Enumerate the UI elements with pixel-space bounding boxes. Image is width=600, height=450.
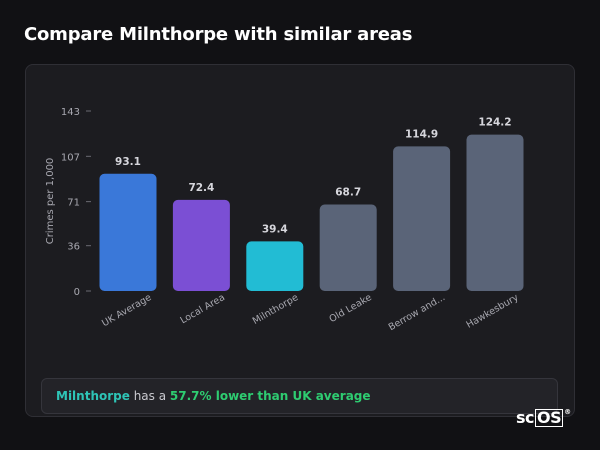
summary-area-name: Milnthorpe bbox=[56, 389, 130, 403]
chart-card: Crimes per 1,000 0 36 71 107 143 93.1 UK Averag… bbox=[25, 64, 575, 417]
bar bbox=[99, 173, 157, 291]
x-tick-label: Hawkesbury bbox=[465, 292, 521, 331]
bar bbox=[319, 204, 377, 291]
bar-value-label: 93.1 bbox=[115, 156, 141, 168]
bar bbox=[466, 134, 524, 291]
summary-stat: 57.7% lower than UK average bbox=[169, 389, 371, 403]
y-tick-label: 0 bbox=[74, 287, 80, 298]
brand-logo: sc OS ® bbox=[516, 408, 571, 427]
bar-chart: Crimes per 1,000 0 36 71 107 143 93.1 UK Averag… bbox=[45, 107, 524, 333]
logo-box: OS bbox=[535, 408, 564, 427]
y-tick-label: 143 bbox=[61, 107, 80, 118]
y-axis-label: Crimes per 1,000 bbox=[45, 158, 56, 245]
bar-value-label: 39.4 bbox=[262, 223, 288, 235]
x-tick-label: UK Average bbox=[100, 292, 153, 329]
bar-value-label: 114.9 bbox=[405, 128, 438, 140]
x-tick-label: Milnthorpe bbox=[251, 292, 301, 327]
comparison-summary: Milnthorpe has a 57.7% lower than UK ave… bbox=[41, 378, 558, 414]
bar bbox=[246, 241, 304, 291]
bar bbox=[172, 199, 230, 291]
bar-value-label: 124.2 bbox=[478, 117, 511, 129]
x-tick-label: Old Leake bbox=[328, 292, 374, 325]
summary-text: has a bbox=[129, 389, 170, 403]
bar-value-label: 72.4 bbox=[188, 182, 214, 194]
logo-prefix: sc bbox=[516, 408, 535, 427]
y-tick-label: 36 bbox=[67, 242, 80, 253]
y-tick-label: 107 bbox=[61, 152, 80, 163]
y-tick-label: 71 bbox=[67, 198, 80, 209]
bar bbox=[393, 146, 451, 291]
x-tick-label: Berrow and... bbox=[387, 292, 447, 333]
x-tick-label: Local Area bbox=[179, 292, 227, 326]
logo-mark: ® bbox=[564, 408, 571, 416]
bar-value-label: 68.7 bbox=[335, 187, 361, 199]
page-title: Compare Milnthorpe with similar areas bbox=[24, 24, 413, 45]
